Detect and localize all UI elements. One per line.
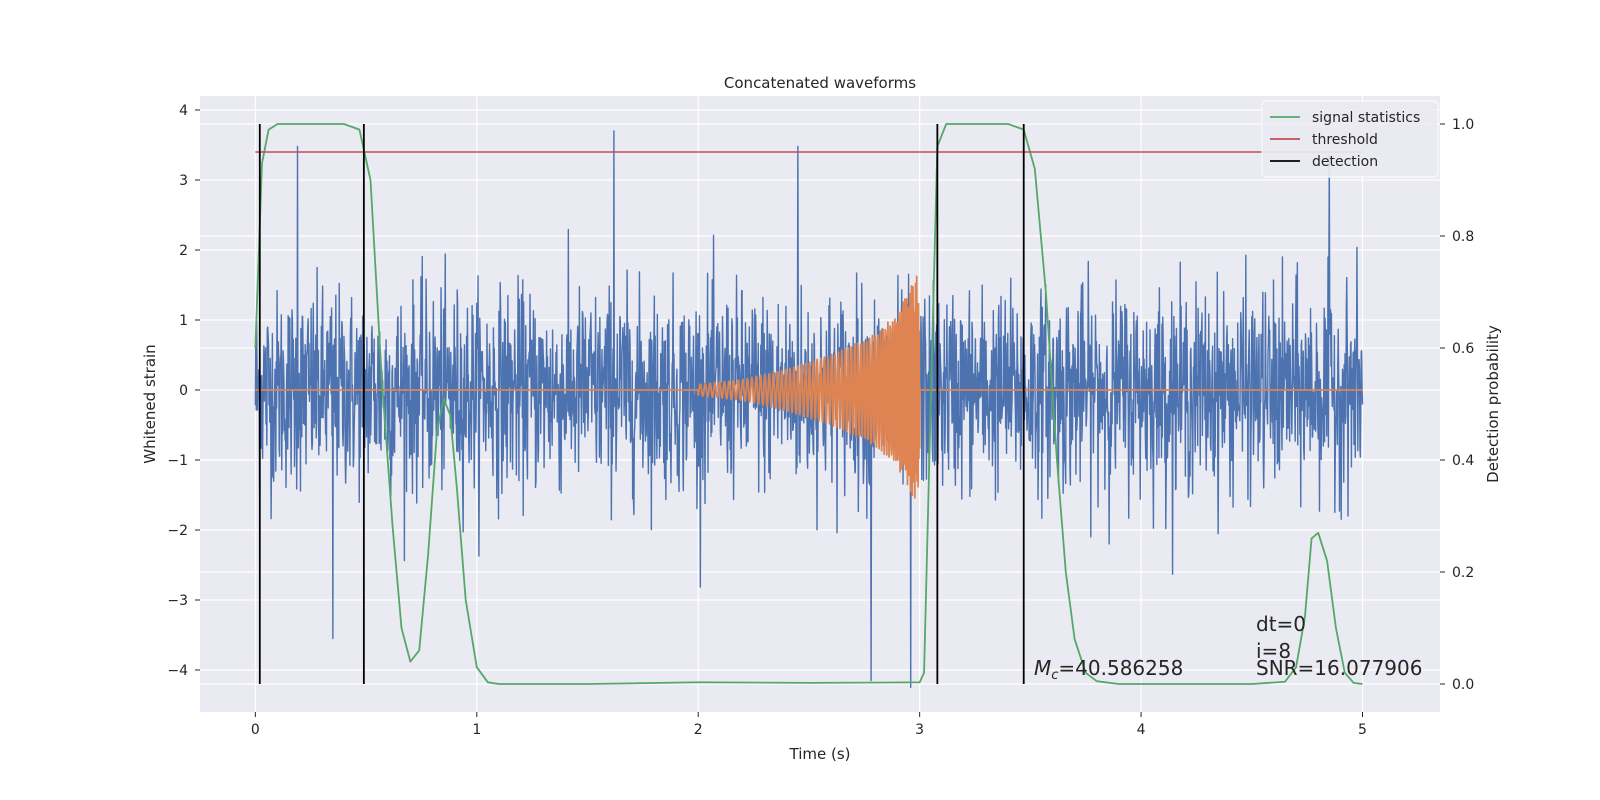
x-tick-label: 5 [1358,722,1367,738]
y-tick-label: −2 [167,523,188,539]
legend-box [1261,100,1439,178]
signal-statistics-line [254,123,1363,685]
chirp-mass-value: =40.586258 [1058,656,1183,680]
legend-label-detection: detection [1312,154,1378,170]
x-tick-label: 4 [1137,722,1146,738]
legend-label-signal-statistics: signal statistics [1312,110,1420,126]
x-tick-label: 0 [251,722,260,738]
y2-tick-label: 0.0 [1452,677,1474,693]
y-tick-label: 2 [179,243,188,259]
x-tick-label: 2 [694,722,703,738]
y-tick-label: 4 [179,103,188,119]
dt-annotation: dt=0 [1256,612,1306,636]
chirp-mass-subscript: c [1051,668,1058,683]
x-tick-label: 1 [472,722,481,738]
y2-tick-label: 1.0 [1452,117,1474,133]
y-tick-label: −3 [167,593,188,609]
x-tick-label: 3 [915,722,924,738]
y-axis-label: Whitened strain [141,344,159,463]
snr-annotation: SNR=16.077906 [1256,656,1422,680]
y-tick-label: −4 [167,663,188,679]
y2-tick-label: 0.6 [1452,341,1474,357]
x-axis-label: Time (s) [789,745,851,763]
legend-label-threshold: threshold [1312,132,1378,148]
y-tick-label: −1 [167,453,188,469]
y2-tick-label: 0.2 [1452,565,1474,581]
axis-ticks: 0 1 2 3 4 5 −4 −3 −2 −1 0 1 2 3 4 0.0 0.2 0.4 0.6 0.8 1.0 [167,103,1474,738]
y2-tick-label: 0.8 [1452,229,1474,245]
y2-axis-label: Detection probability [1484,325,1502,483]
chart-title: Concatenated waveforms [724,74,916,92]
legend: signal statistics threshold detection [1261,100,1439,178]
y2-tick-label: 0.4 [1452,453,1474,469]
series-layer [254,123,1364,689]
y-tick-label: 0 [179,383,188,399]
index-annotation: i=8 [1256,639,1291,663]
chirp-mass-annotation: Mc=40.586258 [1034,656,1183,683]
chirp-mass-symbol: M [1034,656,1051,680]
chirp-series-line [254,275,1364,499]
y-tick-label: 1 [179,313,188,329]
y-tick-label: 3 [179,173,188,189]
